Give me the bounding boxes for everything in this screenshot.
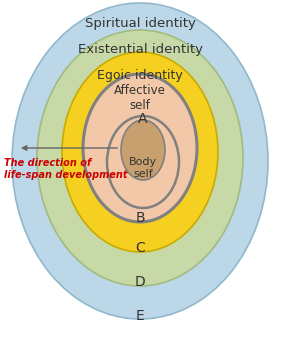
Text: Body
self: Body self	[129, 157, 157, 179]
Ellipse shape	[83, 74, 197, 222]
Text: C: C	[135, 241, 145, 255]
Ellipse shape	[62, 52, 218, 252]
Text: Existential identity: Existential identity	[78, 43, 203, 55]
Text: The direction of
life-span development: The direction of life-span development	[4, 158, 128, 180]
Text: A: A	[138, 112, 148, 126]
Text: D: D	[135, 275, 145, 289]
Ellipse shape	[121, 120, 165, 180]
Text: E: E	[136, 309, 144, 323]
Ellipse shape	[37, 30, 243, 286]
Text: Egoic identity: Egoic identity	[97, 69, 183, 83]
Text: B: B	[135, 211, 145, 225]
Ellipse shape	[107, 116, 179, 208]
Ellipse shape	[12, 3, 268, 319]
Text: Spiritual identity: Spiritual identity	[85, 18, 196, 31]
Text: Affective
self: Affective self	[114, 84, 166, 112]
